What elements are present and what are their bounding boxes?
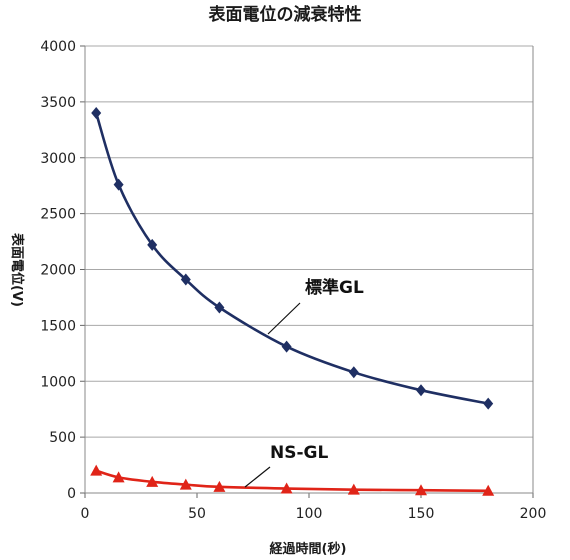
series — [90, 107, 495, 496]
data-point — [415, 484, 427, 496]
x-axis-label: 経過時間(秒) — [270, 541, 347, 557]
x-tick-label: 0 — [81, 506, 90, 522]
data-point — [348, 366, 359, 379]
data-point — [146, 475, 159, 487]
data-point — [179, 478, 192, 490]
y-tick-label: 2000 — [40, 263, 76, 279]
annotations: 標準GL NS-GL — [244, 277, 364, 488]
data-point — [483, 397, 494, 410]
series-label: NS-GL — [270, 443, 328, 463]
data-point — [91, 107, 102, 120]
data-point — [281, 340, 292, 353]
data-point — [147, 238, 158, 251]
y-tick-label: 1500 — [40, 318, 76, 334]
series-1 — [91, 107, 494, 410]
series-line — [95, 469, 489, 493]
data-point — [280, 482, 293, 494]
data-point — [180, 273, 191, 286]
data-point — [214, 301, 225, 314]
y-tick-label: 0 — [67, 486, 76, 502]
chart-title: 表面電位の減衰特性 — [209, 4, 362, 25]
x-tick-label: 150 — [408, 506, 435, 522]
series-label-leader — [267, 302, 301, 335]
axes — [80, 45, 534, 498]
data-point — [213, 480, 226, 492]
data-point — [347, 483, 360, 495]
x-tick-label: 100 — [296, 506, 323, 522]
series-2 — [90, 464, 495, 496]
data-point — [482, 484, 495, 496]
x-tick-label: 50 — [188, 506, 206, 522]
y-tick-label: 1000 — [40, 374, 76, 390]
series-label-leader — [244, 466, 271, 488]
y-tick-label: 3500 — [40, 95, 76, 111]
y-tick-label: 3000 — [40, 151, 76, 167]
y-tick-label: 500 — [49, 430, 76, 446]
data-point — [112, 471, 125, 483]
y-tick-label: 4000 — [40, 39, 76, 55]
y-tick-label: 2500 — [40, 207, 76, 223]
data-point — [416, 384, 426, 397]
y-axis-label: 表面電位(V) — [9, 232, 25, 307]
data-point — [113, 178, 124, 191]
series-line — [94, 112, 489, 405]
grid-lines — [85, 45, 533, 438]
x-tick-label: 200 — [520, 506, 547, 522]
series-label: 標準GL — [305, 277, 364, 298]
tick-labels: 0 500 1000 1500 2000 2500 3000 3500 4000 0 50 100 15… — [40, 39, 546, 522]
data-point — [90, 464, 103, 476]
